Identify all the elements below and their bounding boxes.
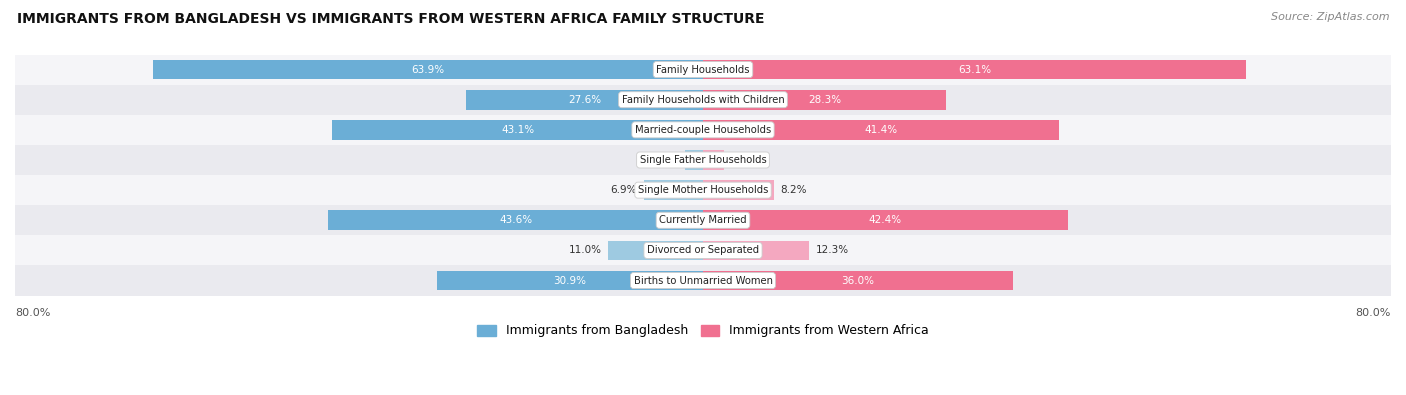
FancyBboxPatch shape bbox=[15, 205, 1391, 235]
Text: 63.9%: 63.9% bbox=[412, 64, 444, 75]
FancyBboxPatch shape bbox=[15, 85, 1391, 115]
Text: 43.1%: 43.1% bbox=[501, 125, 534, 135]
Bar bbox=[703, 120, 1059, 140]
Bar bbox=[703, 60, 1246, 79]
Bar bbox=[703, 271, 1012, 290]
Text: Single Mother Households: Single Mother Households bbox=[638, 185, 768, 195]
Text: Family Households with Children: Family Households with Children bbox=[621, 95, 785, 105]
Text: Source: ZipAtlas.com: Source: ZipAtlas.com bbox=[1271, 12, 1389, 22]
Bar bbox=[465, 90, 703, 109]
FancyBboxPatch shape bbox=[15, 115, 1391, 145]
Text: 27.6%: 27.6% bbox=[568, 95, 600, 105]
Text: Family Households: Family Households bbox=[657, 64, 749, 75]
Bar bbox=[703, 90, 946, 109]
Text: 8.2%: 8.2% bbox=[780, 185, 807, 195]
Text: 80.0%: 80.0% bbox=[1355, 308, 1391, 318]
Text: 2.1%: 2.1% bbox=[651, 155, 678, 165]
Text: 12.3%: 12.3% bbox=[815, 245, 849, 256]
Bar bbox=[609, 241, 703, 260]
Text: 41.4%: 41.4% bbox=[865, 125, 897, 135]
Bar bbox=[703, 181, 773, 200]
Bar bbox=[332, 120, 703, 140]
Bar bbox=[703, 241, 808, 260]
Text: Divorced or Separated: Divorced or Separated bbox=[647, 245, 759, 256]
FancyBboxPatch shape bbox=[15, 55, 1391, 85]
Bar bbox=[703, 211, 1067, 230]
Text: 80.0%: 80.0% bbox=[15, 308, 51, 318]
Bar bbox=[153, 60, 703, 79]
Bar bbox=[703, 150, 724, 170]
Text: Single Father Households: Single Father Households bbox=[640, 155, 766, 165]
FancyBboxPatch shape bbox=[15, 235, 1391, 265]
Bar bbox=[437, 271, 703, 290]
Text: 28.3%: 28.3% bbox=[808, 95, 841, 105]
Text: Married-couple Households: Married-couple Households bbox=[636, 125, 770, 135]
Text: Currently Married: Currently Married bbox=[659, 215, 747, 225]
FancyBboxPatch shape bbox=[15, 175, 1391, 205]
Text: 11.0%: 11.0% bbox=[568, 245, 602, 256]
Legend: Immigrants from Bangladesh, Immigrants from Western Africa: Immigrants from Bangladesh, Immigrants f… bbox=[472, 320, 934, 342]
Text: IMMIGRANTS FROM BANGLADESH VS IMMIGRANTS FROM WESTERN AFRICA FAMILY STRUCTURE: IMMIGRANTS FROM BANGLADESH VS IMMIGRANTS… bbox=[17, 12, 765, 26]
Bar bbox=[644, 181, 703, 200]
Text: 42.4%: 42.4% bbox=[869, 215, 901, 225]
Text: 2.4%: 2.4% bbox=[731, 155, 756, 165]
FancyBboxPatch shape bbox=[15, 265, 1391, 295]
Text: 30.9%: 30.9% bbox=[554, 276, 586, 286]
Text: 63.1%: 63.1% bbox=[957, 64, 991, 75]
Bar bbox=[685, 150, 703, 170]
Text: 43.6%: 43.6% bbox=[499, 215, 531, 225]
Text: 36.0%: 36.0% bbox=[841, 276, 875, 286]
FancyBboxPatch shape bbox=[15, 145, 1391, 175]
Text: 6.9%: 6.9% bbox=[610, 185, 637, 195]
Bar bbox=[328, 211, 703, 230]
Text: Births to Unmarried Women: Births to Unmarried Women bbox=[634, 276, 772, 286]
